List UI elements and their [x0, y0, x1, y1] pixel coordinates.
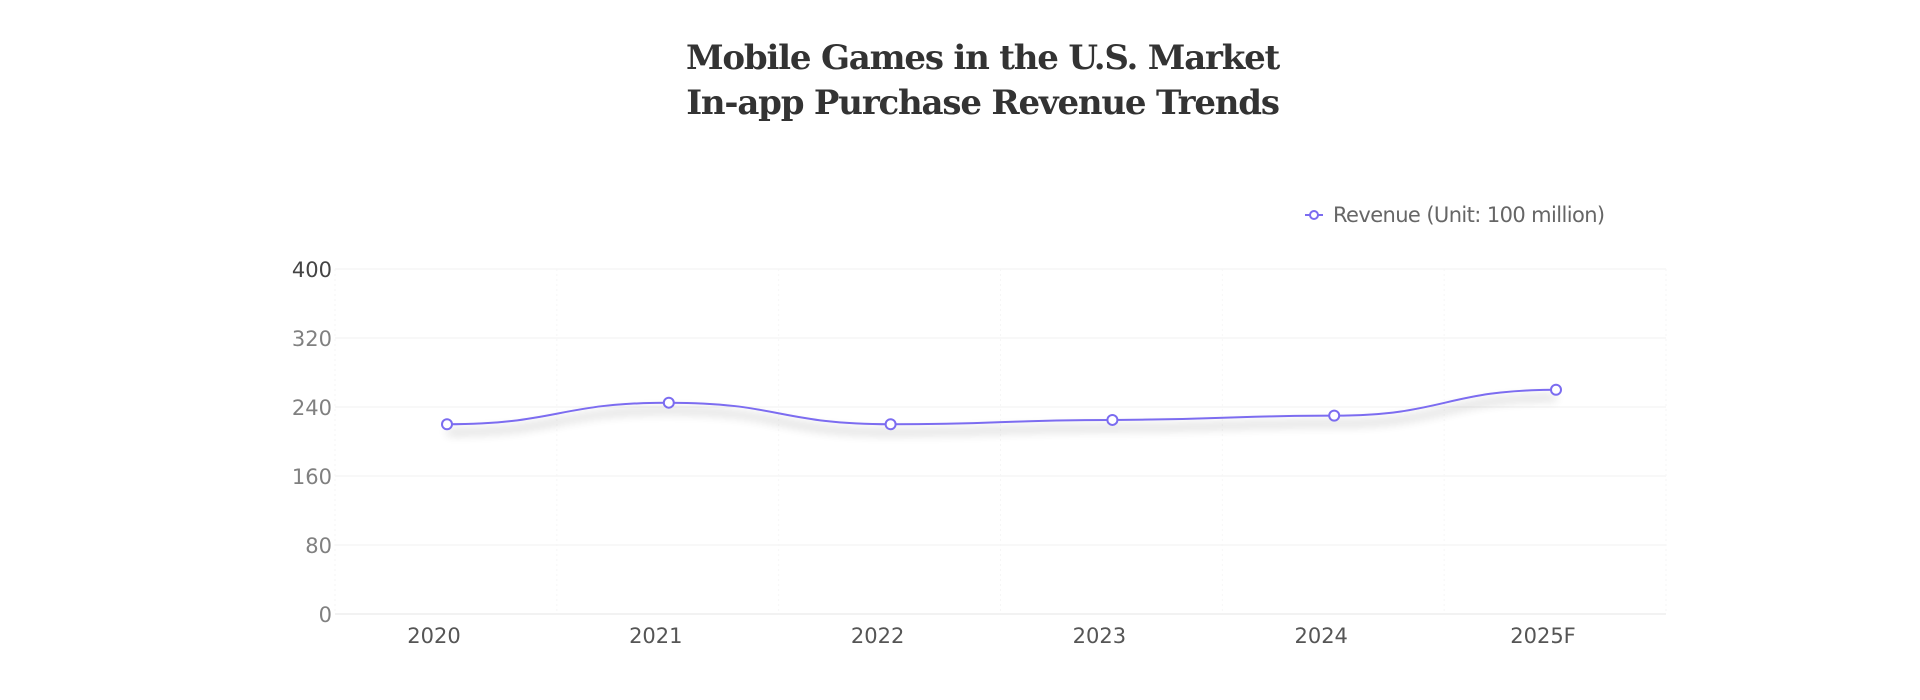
- chart-title-line-2: In-app Purchase Revenue Trends: [686, 83, 1280, 123]
- y-tick-label: 400: [292, 258, 332, 282]
- y-tick-label: 240: [292, 396, 332, 420]
- data-point: [1328, 409, 1341, 422]
- y-tick-label: 0: [319, 603, 332, 627]
- x-tick-label: 2023: [1073, 624, 1126, 648]
- chart-title-line-1: Mobile Games in the U.S. Market: [685, 38, 1280, 78]
- series-revenue: [441, 383, 1562, 431]
- x-axis: 2020 2021 2022 2023 2024 2025F: [407, 624, 1575, 648]
- y-axis: 0 80 160 240 320 400: [292, 258, 332, 627]
- y-tick-label: 160: [292, 465, 332, 489]
- y-tick-label: 80: [305, 534, 332, 558]
- y-tick-label: 320: [292, 327, 332, 351]
- x-tick-label: 2020: [407, 624, 460, 648]
- chart-title: Mobile Games in the U.S. Market In-app P…: [0, 36, 1920, 126]
- series-line: [446, 388, 1557, 426]
- x-tick-label: 2024: [1294, 624, 1347, 648]
- grid: [334, 268, 1667, 615]
- data-point: [1550, 383, 1562, 396]
- legend-marker-icon: [1305, 210, 1323, 220]
- data-point: [662, 396, 675, 409]
- legend-label: Revenue (Unit: 100 million): [1333, 203, 1605, 227]
- x-tick-label: 2025F: [1510, 624, 1576, 648]
- data-point: [441, 418, 453, 431]
- x-tick-label: 2022: [851, 624, 904, 648]
- data-point: [884, 418, 897, 431]
- x-tick-label: 2021: [629, 624, 682, 648]
- legend[interactable]: Revenue (Unit: 100 million): [1305, 203, 1605, 227]
- data-point: [1106, 413, 1119, 426]
